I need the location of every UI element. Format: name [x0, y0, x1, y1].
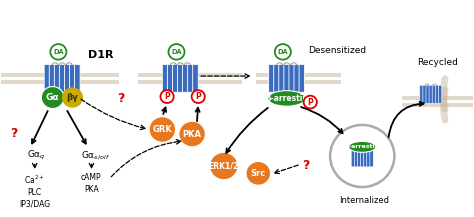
Bar: [138, 73, 242, 77]
FancyBboxPatch shape: [289, 64, 294, 92]
FancyBboxPatch shape: [438, 85, 442, 103]
FancyBboxPatch shape: [162, 64, 168, 92]
Text: Ca$^{2+}$
PLC
IP3/DAG: Ca$^{2+}$ PLC IP3/DAG: [19, 173, 50, 209]
Text: Gα$_{s/olf}$: Gα$_{s/olf}$: [81, 149, 110, 162]
FancyBboxPatch shape: [173, 64, 178, 92]
FancyBboxPatch shape: [423, 85, 426, 103]
FancyBboxPatch shape: [178, 64, 183, 92]
Text: βγ: βγ: [67, 93, 78, 102]
FancyBboxPatch shape: [364, 149, 367, 167]
Text: ?: ?: [118, 92, 125, 105]
FancyBboxPatch shape: [188, 64, 193, 92]
Text: β-arrestin: β-arrestin: [345, 144, 380, 149]
FancyBboxPatch shape: [269, 64, 274, 92]
FancyBboxPatch shape: [420, 85, 423, 103]
FancyBboxPatch shape: [284, 64, 290, 92]
FancyBboxPatch shape: [74, 64, 80, 92]
Text: Desensitized: Desensitized: [308, 46, 366, 54]
Text: Gα: Gα: [46, 93, 60, 102]
Text: ?: ?: [302, 159, 309, 172]
Bar: [256, 80, 341, 84]
Text: ERK1/2: ERK1/2: [209, 161, 239, 171]
Bar: [402, 103, 474, 107]
Circle shape: [275, 44, 291, 60]
Circle shape: [50, 44, 66, 60]
Text: PKA: PKA: [182, 130, 201, 139]
Text: cAMP
PKA: cAMP PKA: [81, 173, 102, 194]
Circle shape: [41, 87, 64, 108]
Bar: [0, 80, 119, 84]
FancyBboxPatch shape: [367, 149, 370, 167]
FancyBboxPatch shape: [435, 85, 438, 103]
Circle shape: [246, 161, 271, 185]
Circle shape: [179, 121, 205, 147]
FancyBboxPatch shape: [370, 149, 373, 167]
Text: P: P: [195, 92, 201, 101]
Circle shape: [304, 96, 317, 108]
Ellipse shape: [348, 141, 376, 152]
FancyBboxPatch shape: [355, 149, 358, 167]
FancyBboxPatch shape: [361, 149, 364, 167]
FancyBboxPatch shape: [70, 64, 75, 92]
Bar: [402, 96, 474, 100]
Circle shape: [330, 125, 394, 187]
Text: D1R: D1R: [88, 50, 114, 60]
FancyBboxPatch shape: [432, 85, 436, 103]
Text: Gα$_q$: Gα$_q$: [27, 149, 46, 162]
FancyBboxPatch shape: [182, 64, 188, 92]
FancyBboxPatch shape: [426, 85, 429, 103]
FancyBboxPatch shape: [351, 149, 355, 167]
Bar: [0, 73, 119, 77]
Text: Src: Src: [251, 169, 266, 178]
FancyBboxPatch shape: [49, 64, 55, 92]
Text: P: P: [164, 92, 170, 101]
Bar: [138, 80, 242, 84]
FancyBboxPatch shape: [294, 64, 300, 92]
FancyBboxPatch shape: [55, 64, 60, 92]
Circle shape: [160, 90, 173, 103]
FancyBboxPatch shape: [64, 64, 70, 92]
FancyBboxPatch shape: [193, 64, 198, 92]
Text: DA: DA: [53, 49, 64, 55]
FancyBboxPatch shape: [273, 64, 279, 92]
Circle shape: [191, 90, 205, 103]
Text: P: P: [307, 98, 313, 107]
Text: GRK: GRK: [153, 125, 172, 134]
Text: Internalized: Internalized: [339, 196, 390, 205]
FancyBboxPatch shape: [44, 64, 50, 92]
FancyBboxPatch shape: [429, 85, 432, 103]
Ellipse shape: [268, 91, 306, 106]
FancyBboxPatch shape: [59, 64, 65, 92]
FancyBboxPatch shape: [167, 64, 173, 92]
Text: ?: ?: [10, 127, 18, 140]
Text: DA: DA: [171, 49, 182, 55]
Circle shape: [168, 44, 184, 60]
Text: Recycled: Recycled: [418, 58, 458, 67]
FancyBboxPatch shape: [299, 64, 305, 92]
Circle shape: [149, 117, 175, 142]
FancyBboxPatch shape: [279, 64, 284, 92]
Text: DA: DA: [278, 49, 288, 55]
Text: β-arrestin: β-arrestin: [265, 94, 308, 103]
FancyBboxPatch shape: [357, 149, 361, 167]
Circle shape: [210, 152, 238, 180]
Circle shape: [63, 88, 82, 107]
Bar: [256, 73, 341, 77]
